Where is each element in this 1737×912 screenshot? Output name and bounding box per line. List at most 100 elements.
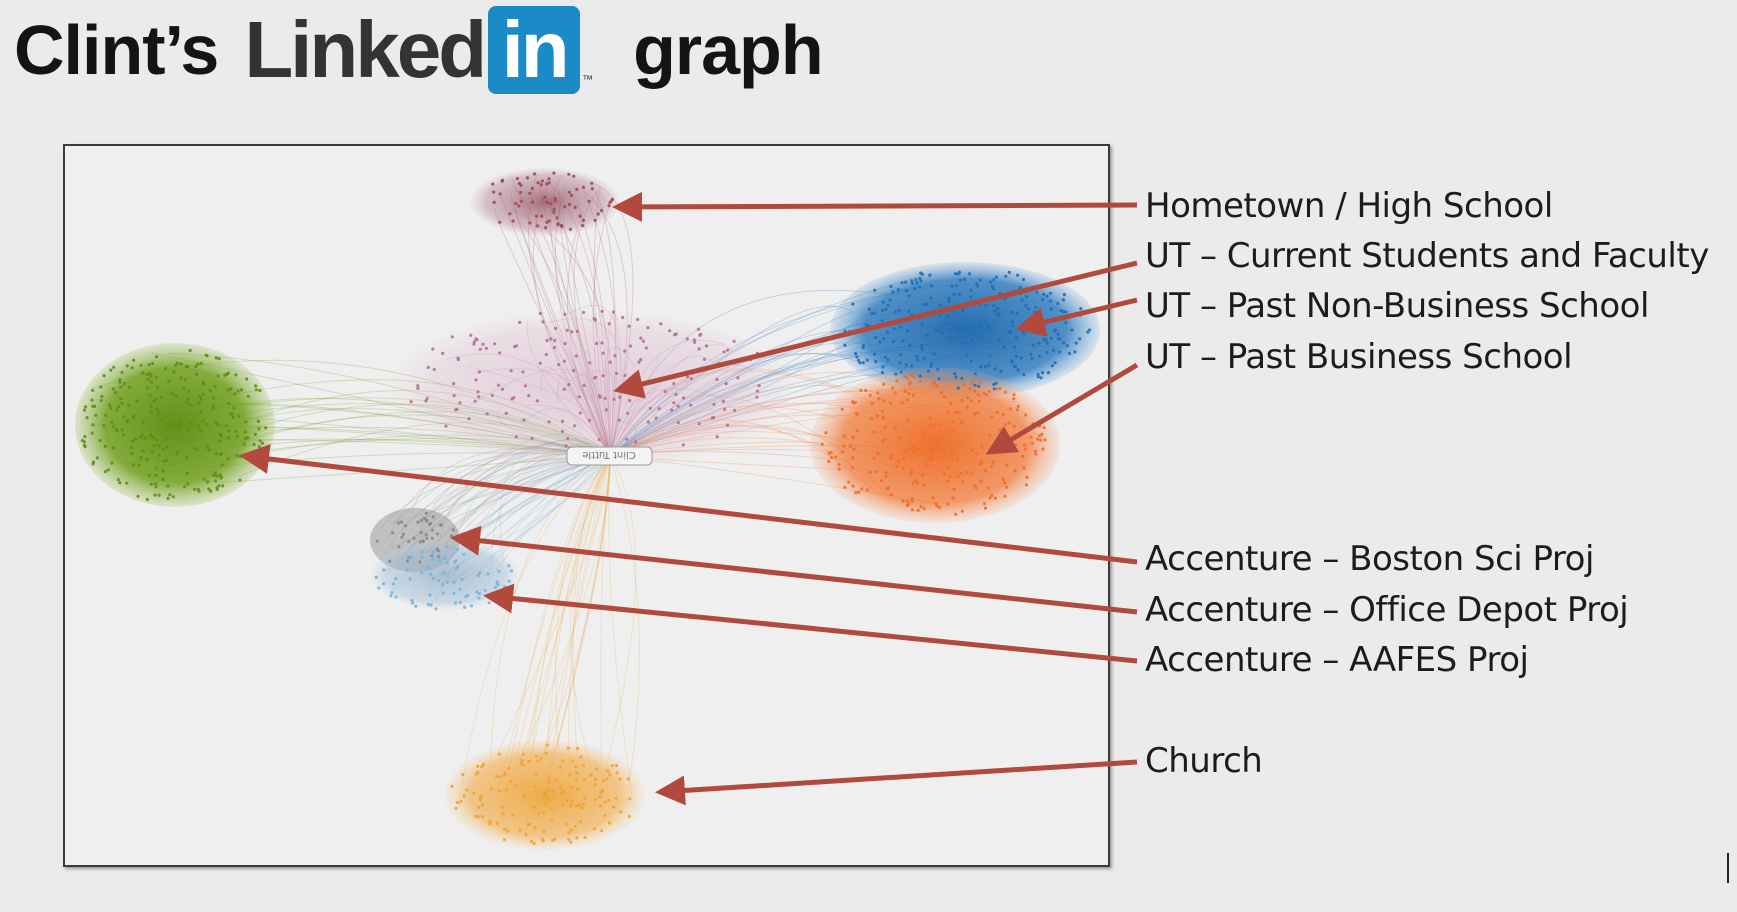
graph-node bbox=[563, 341, 567, 346]
graph-node bbox=[870, 402, 874, 406]
graph-node bbox=[108, 403, 112, 407]
graph-node bbox=[958, 278, 963, 282]
graph-node bbox=[937, 422, 941, 426]
graph-node bbox=[215, 486, 219, 490]
graph-node bbox=[98, 438, 102, 443]
graph-node bbox=[116, 478, 120, 482]
graph-node bbox=[934, 502, 938, 506]
graph-node bbox=[611, 310, 616, 314]
graph-node bbox=[153, 493, 157, 497]
graph-node bbox=[576, 787, 580, 792]
graph-node bbox=[110, 420, 114, 424]
graph-node bbox=[480, 803, 484, 807]
graph-node bbox=[425, 536, 429, 540]
graph-node bbox=[567, 837, 571, 842]
graph-node bbox=[227, 429, 231, 433]
graph-node bbox=[465, 788, 469, 792]
graph-node bbox=[1015, 408, 1020, 412]
graph-node bbox=[569, 828, 574, 832]
graph-node bbox=[1016, 273, 1020, 277]
graph-node bbox=[546, 797, 550, 801]
graph-node bbox=[561, 759, 565, 763]
graph-node bbox=[1029, 435, 1033, 439]
graph-node bbox=[1061, 298, 1065, 302]
graph-node bbox=[489, 787, 493, 791]
graph-node bbox=[870, 417, 874, 421]
graph-node bbox=[969, 295, 973, 299]
cluster-blue bbox=[830, 262, 1100, 398]
graph-node bbox=[914, 479, 918, 483]
graph-node bbox=[235, 434, 239, 438]
graph-node bbox=[223, 373, 227, 377]
graph-node bbox=[902, 457, 906, 461]
graph-node bbox=[874, 360, 878, 364]
graph-node bbox=[493, 342, 497, 346]
graph-node bbox=[430, 528, 434, 532]
graph-node bbox=[861, 343, 866, 347]
graph-node bbox=[1022, 373, 1026, 377]
graph-node bbox=[1009, 330, 1013, 334]
graph-node bbox=[119, 397, 123, 401]
graph-node bbox=[1001, 477, 1005, 481]
graph-node bbox=[881, 416, 885, 420]
graph-node bbox=[1086, 330, 1090, 334]
graph-node bbox=[199, 361, 203, 366]
graph-node bbox=[463, 605, 467, 610]
graph-node bbox=[565, 328, 569, 332]
graph-node bbox=[460, 577, 464, 581]
graph-node bbox=[960, 376, 964, 381]
graph-node bbox=[449, 534, 454, 538]
graph-node bbox=[132, 416, 136, 420]
graph-node bbox=[916, 508, 920, 512]
graph-node bbox=[957, 410, 961, 415]
graph-node bbox=[421, 540, 425, 544]
graph-node bbox=[122, 382, 126, 386]
graph-edge bbox=[608, 455, 633, 797]
graph-node bbox=[957, 270, 962, 274]
graph-node bbox=[496, 583, 500, 587]
graph-node bbox=[164, 366, 168, 371]
graph-node bbox=[1088, 328, 1092, 332]
graph-node bbox=[589, 773, 593, 777]
graph-node bbox=[451, 528, 455, 532]
graph-node bbox=[726, 348, 730, 352]
graph-node bbox=[1019, 356, 1023, 360]
graph-node bbox=[755, 395, 759, 399]
graph-node bbox=[859, 388, 863, 393]
graph-node bbox=[161, 477, 165, 482]
graph-node bbox=[480, 765, 484, 769]
graph-node bbox=[99, 398, 103, 403]
graph-node bbox=[527, 394, 531, 398]
graph-node bbox=[1036, 437, 1040, 441]
label-ut-current: UT – Current Students and Faculty bbox=[1145, 236, 1709, 276]
graph-node bbox=[858, 361, 862, 365]
graph-node bbox=[403, 524, 408, 528]
graph-node bbox=[1062, 341, 1066, 345]
graph-edge bbox=[507, 455, 611, 784]
graph-node bbox=[441, 591, 445, 595]
graph-node bbox=[1015, 311, 1019, 315]
graph-node bbox=[199, 398, 203, 402]
graph-node bbox=[212, 396, 216, 400]
graph-node bbox=[538, 361, 542, 365]
graph-node bbox=[401, 532, 406, 536]
graph-node bbox=[900, 401, 904, 405]
graph-node bbox=[454, 806, 458, 810]
graph-node bbox=[103, 470, 108, 474]
graph-node bbox=[579, 755, 583, 759]
graph-node bbox=[581, 185, 586, 189]
graph-node bbox=[254, 384, 258, 388]
graph-node bbox=[646, 420, 651, 424]
graph-node bbox=[487, 601, 491, 605]
graph-node bbox=[880, 319, 884, 323]
graph-node bbox=[103, 444, 107, 448]
cluster-lightblue bbox=[370, 540, 520, 610]
graph-node bbox=[699, 332, 703, 336]
graph-node bbox=[156, 385, 160, 389]
graph-node bbox=[436, 549, 440, 553]
graph-node bbox=[999, 369, 1003, 374]
graph-node bbox=[988, 496, 992, 500]
graph-node bbox=[915, 281, 919, 285]
graph-node bbox=[925, 463, 929, 467]
graph-node bbox=[995, 410, 1000, 415]
